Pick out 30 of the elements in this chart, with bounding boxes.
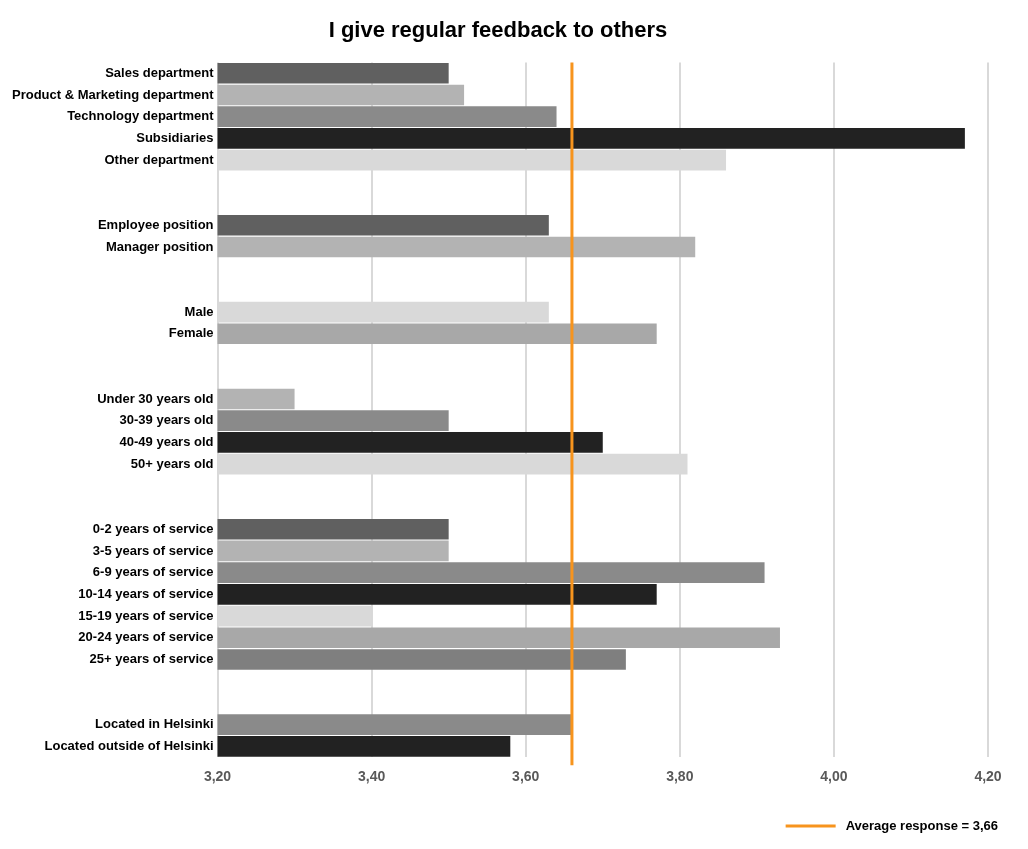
x-tick-label: 4,20 bbox=[974, 768, 1002, 785]
x-tick-label: 3,80 bbox=[666, 768, 694, 785]
y-tick-label: Other department bbox=[104, 151, 215, 167]
y-tick-label: Located outside of Helsinki bbox=[44, 737, 214, 753]
x-tick-label: 4,00 bbox=[820, 768, 848, 785]
y-tick-label: Product & Marketing department bbox=[11, 86, 215, 102]
y-tick-label: Technology department bbox=[67, 108, 215, 124]
y-tick-label: 20-24 years of service bbox=[78, 629, 214, 645]
y-tick-label: 0-2 years of service bbox=[92, 520, 214, 536]
y-tick-label: 40-49 years old bbox=[119, 433, 214, 449]
y-tick-label: Female bbox=[168, 325, 214, 341]
y-tick-label: 10-14 years of service bbox=[78, 585, 214, 601]
chart-title: I give regular feedback to others bbox=[328, 17, 668, 43]
y-tick-label: 50+ years old bbox=[130, 455, 214, 471]
y-tick-label: Manager position bbox=[105, 238, 214, 254]
y-tick-label: Male bbox=[184, 303, 214, 319]
y-tick-label: Sales department bbox=[105, 64, 215, 80]
y-tick-label: Located in Helsinki bbox=[95, 716, 214, 732]
x-tick-label: 3,40 bbox=[358, 768, 386, 785]
y-tick-label: 15-19 years of service bbox=[78, 607, 214, 623]
y-tick-label: 30-39 years old bbox=[119, 412, 214, 428]
y-tick-label: 25+ years of service bbox=[89, 651, 214, 667]
y-tick-label: 6-9 years of service bbox=[92, 564, 214, 580]
y-tick-label: 3-5 years of service bbox=[92, 542, 214, 558]
x-tick-label: 3,60 bbox=[512, 768, 540, 785]
y-tick-label: Employee position bbox=[97, 216, 214, 232]
x-tick-label: 3,20 bbox=[203, 768, 232, 785]
y-tick-label: Subsidiaries bbox=[136, 129, 214, 145]
legend-label: Average response = 3,66 bbox=[845, 817, 998, 833]
y-tick-label: Under 30 years old bbox=[97, 390, 214, 406]
